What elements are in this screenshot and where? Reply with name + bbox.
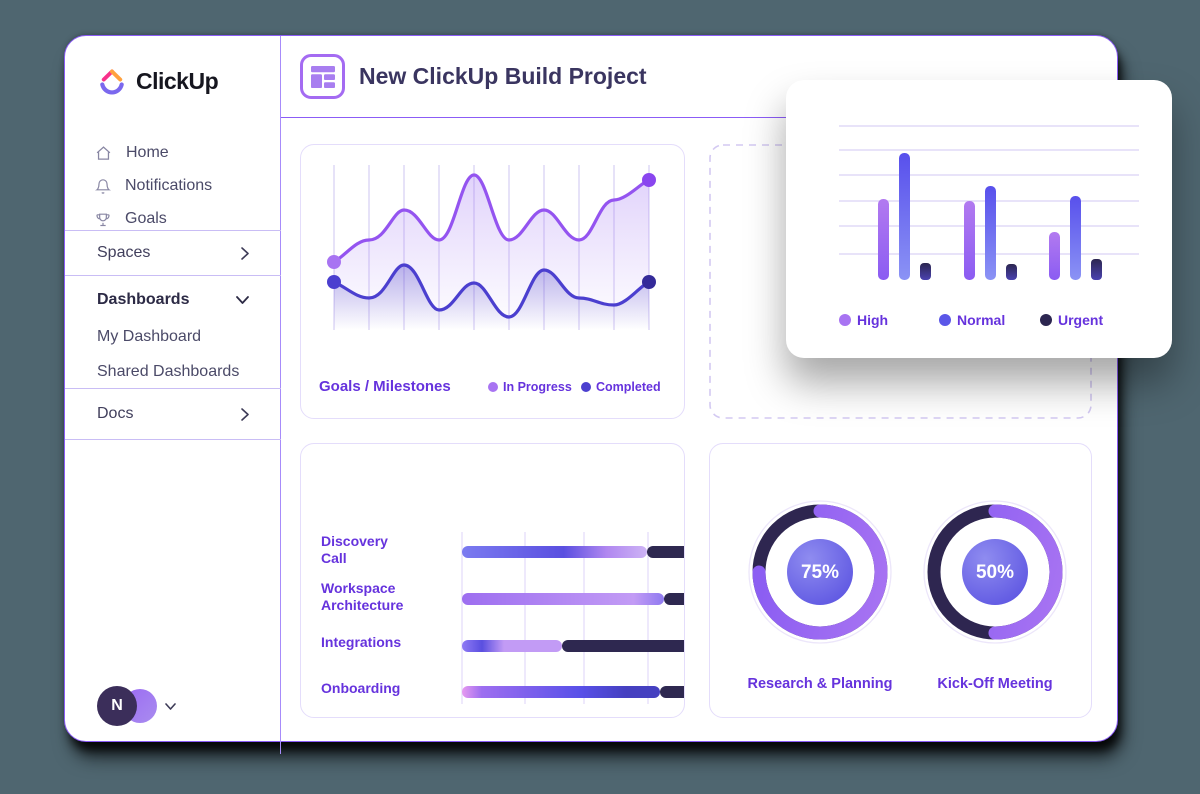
svg-text:75%: 75% bbox=[801, 562, 839, 583]
svg-text:50%: 50% bbox=[976, 562, 1014, 583]
